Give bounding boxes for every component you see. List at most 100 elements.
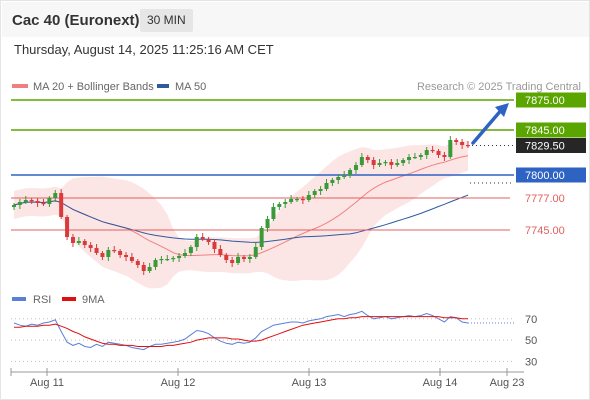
attribution-text: Research © 2025 Trading Central	[417, 81, 581, 93]
candle-body	[383, 162, 388, 164]
level-label-7845: 7845.00	[525, 125, 565, 137]
candle-body	[218, 249, 223, 255]
candle-body	[100, 253, 105, 257]
instrument-title: Cac 40 (Euronext)	[12, 12, 140, 29]
candle-body	[306, 195, 311, 200]
candle-body	[194, 237, 199, 247]
candle-body	[401, 160, 406, 163]
candle-body	[224, 255, 229, 260]
level-tag-7845	[516, 122, 586, 138]
candle-body	[336, 177, 341, 180]
candle-body	[295, 199, 300, 201]
candle-body	[17, 202, 22, 205]
legend-swatch-ma20	[12, 84, 28, 88]
candle-body	[412, 157, 417, 159]
candle-body	[65, 217, 70, 237]
level-label-7800: 7800.00	[525, 170, 565, 182]
candle-body	[371, 160, 376, 165]
candle-body	[241, 257, 246, 259]
bollinger-band	[14, 140, 468, 289]
candle-body	[430, 150, 435, 152]
projection-arrow-shaft	[471, 106, 505, 145]
candle-body	[53, 193, 58, 198]
candle-body	[407, 157, 412, 160]
candle-body	[82, 241, 87, 245]
candle-body	[188, 247, 193, 253]
candle-body	[94, 248, 99, 253]
x-tick-label: Aug 23	[490, 377, 525, 389]
candle-body	[312, 191, 317, 195]
timeframe-badge[interactable]: 30 MIN	[140, 9, 193, 32]
ma50-line	[13, 194, 469, 243]
rsi-9ma-line	[14, 316, 468, 347]
candle-body	[289, 199, 294, 202]
candle-body	[300, 199, 305, 201]
candle-body	[141, 265, 146, 271]
candle-body	[47, 198, 52, 204]
datetime-label: Thursday, August 14, 2025 11:25:16 AM CE…	[14, 42, 274, 57]
candle-body	[212, 242, 217, 249]
current-price-tag	[516, 138, 586, 153]
candle-body	[59, 193, 64, 217]
legend-swatch-rsi	[12, 297, 26, 301]
candle-body	[342, 175, 347, 177]
candle-body	[330, 180, 335, 183]
candle-body	[206, 239, 211, 242]
candle-body	[365, 157, 370, 160]
candle-body	[247, 257, 252, 259]
candle-body	[200, 237, 205, 239]
rsi-tick-50: 50	[525, 335, 537, 347]
candle-body	[106, 250, 111, 257]
widget-header: Cac 40 (Euronext) 30 MIN	[2, 2, 589, 37]
candle-body	[182, 253, 187, 256]
candle-body	[318, 189, 323, 191]
candle-body	[460, 142, 465, 145]
candle-body	[283, 202, 288, 204]
candle-body	[466, 145, 470, 147]
rsi-line	[13, 310, 469, 351]
candle-body	[265, 219, 270, 228]
candle-body	[159, 259, 164, 261]
candle-body	[23, 200, 28, 202]
legend-swatch-ma50	[157, 84, 169, 88]
legend-swatch-9ma	[62, 297, 76, 301]
x-tick-label: Aug 14	[423, 377, 458, 389]
level-tag-7800	[516, 167, 586, 183]
candle-body	[129, 257, 134, 261]
candle-body	[259, 228, 264, 247]
candle-body	[448, 140, 453, 157]
x-tick-label: Aug 13	[292, 377, 327, 389]
legend-label-9ma: 9MA	[82, 294, 105, 306]
x-tick-label: Aug 12	[161, 377, 196, 389]
candle-body	[35, 201, 40, 203]
candle-body	[436, 151, 441, 155]
candle-body	[424, 150, 429, 155]
candle-body	[124, 255, 129, 257]
candle-body	[348, 170, 353, 175]
candle-body	[177, 256, 182, 258]
candle-body	[395, 163, 400, 165]
candle-body	[271, 207, 276, 219]
candle-body	[442, 155, 447, 157]
candle-body	[118, 251, 123, 255]
candle-body	[29, 200, 34, 202]
candle-body	[236, 257, 241, 263]
level-tag-7875	[516, 92, 586, 108]
candle-body	[153, 260, 158, 267]
candle-body	[277, 204, 282, 207]
candle-body	[12, 205, 16, 207]
level-label-7875: 7875.00	[525, 95, 565, 107]
x-tick-label: Aug 11	[30, 377, 64, 389]
candle-body	[88, 245, 93, 248]
candle-body	[377, 163, 382, 165]
candle-body	[389, 162, 394, 165]
candle-body	[165, 259, 170, 261]
candle-body	[41, 203, 46, 205]
candle-body	[147, 267, 152, 271]
current-price-label: 7829.50	[525, 141, 565, 153]
rsi-tick-70: 70	[525, 314, 537, 326]
candle-body	[418, 155, 423, 157]
candle-body	[76, 241, 81, 243]
candle-body	[353, 165, 358, 170]
